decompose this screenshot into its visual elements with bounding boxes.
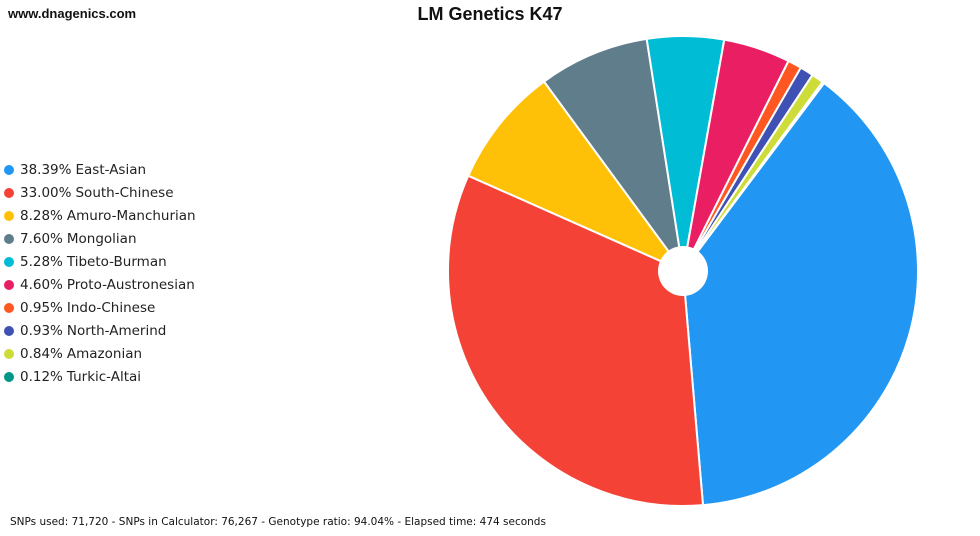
legend-item: 5.28% Tibeto-Burman bbox=[4, 250, 196, 273]
legend-swatch bbox=[4, 303, 14, 314]
legend-item: 0.12% Turkic-Altai bbox=[4, 366, 196, 389]
legend-swatch bbox=[4, 210, 14, 221]
legend-percent: 0.84% bbox=[20, 346, 63, 363]
legend-swatch bbox=[4, 164, 14, 175]
legend-percent: 38.39% bbox=[20, 161, 72, 178]
legend-item: 38.39% East-Asian bbox=[4, 158, 196, 181]
legend-item: 33.00% South-Chinese bbox=[4, 181, 196, 204]
legend-percent: 0.93% bbox=[20, 323, 63, 340]
legend-swatch bbox=[4, 372, 14, 383]
legend-label: East-Asian bbox=[75, 161, 147, 178]
legend-item: 0.84% Amazonian bbox=[4, 343, 196, 366]
legend-item: 0.95% Indo-Chinese bbox=[4, 297, 196, 320]
legend-percent: 33.00% bbox=[20, 184, 72, 201]
legend-percent: 0.95% bbox=[20, 300, 63, 317]
legend-item: 0.93% North-Amerind bbox=[4, 320, 196, 343]
legend-label: Proto-Austronesian bbox=[66, 277, 195, 294]
legend-percent: 4.60% bbox=[20, 277, 63, 294]
legend-swatch bbox=[4, 233, 14, 244]
chart-legend: 38.39% East-Asian 33.00% South-Chinese 8.28%… bbox=[4, 158, 196, 389]
pie-slice bbox=[466, 80, 687, 274]
pie-slice bbox=[682, 80, 826, 272]
site-url: www.dnagenics.com bbox=[8, 6, 137, 21]
legend-swatch bbox=[4, 187, 14, 198]
legend-label: North-Amerind bbox=[66, 323, 167, 340]
legend-swatch bbox=[4, 256, 14, 267]
legend-swatch bbox=[4, 349, 14, 360]
legend-swatch bbox=[4, 326, 14, 337]
legend-label: South-Chinese bbox=[75, 184, 174, 201]
legend-item: 4.60% Proto-Austronesian bbox=[4, 273, 196, 296]
legend-label: Mongolian bbox=[66, 230, 137, 247]
legend-percent: 0.12% bbox=[20, 369, 63, 386]
pie-slice bbox=[447, 174, 705, 507]
legend-label: Indo-Chinese bbox=[66, 300, 156, 317]
legend-label: Tibeto-Burman bbox=[66, 253, 167, 270]
chart-title: LM Genetics K47 bbox=[417, 4, 563, 24]
pie-slice bbox=[542, 37, 684, 272]
donut-hole bbox=[658, 246, 708, 296]
legend-item: 8.28% Amuro-Manchurian bbox=[4, 204, 196, 227]
legend-item: 7.60% Mongolian bbox=[4, 227, 196, 250]
legend-percent: 5.28% bbox=[20, 253, 63, 270]
pie-slice bbox=[681, 81, 919, 507]
legend-label: Turkic-Altai bbox=[66, 369, 142, 386]
legend-percent: 7.60% bbox=[20, 230, 63, 247]
legend-swatch bbox=[4, 280, 14, 291]
legend-percent: 8.28% bbox=[20, 207, 63, 224]
stats-footer: SNPs used: 71,720 - SNPs in Calculator: … bbox=[10, 516, 546, 528]
legend-label: Amazonian bbox=[66, 346, 143, 363]
legend-label: Amuro-Manchurian bbox=[66, 207, 196, 224]
